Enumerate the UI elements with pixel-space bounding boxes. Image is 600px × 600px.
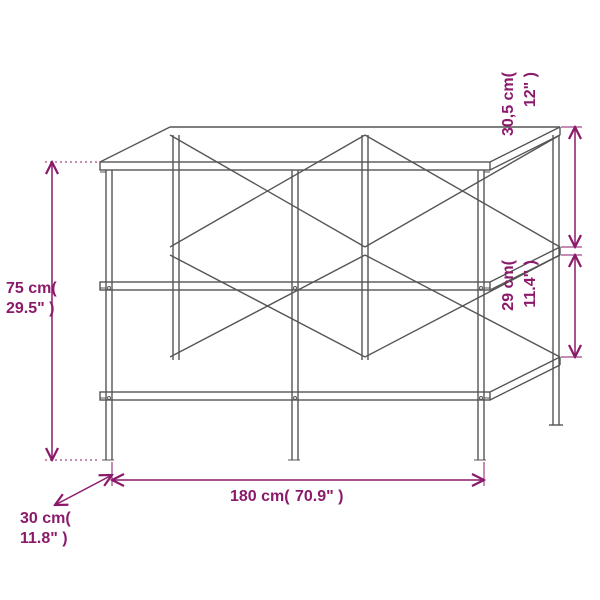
shelf-drawing <box>100 127 563 460</box>
topgap-label-in: 12" ) <box>522 72 540 107</box>
height-label-cm: 75 cm( <box>6 280 57 298</box>
depth-label-cm: 30 cm( <box>20 510 71 528</box>
diagram-container: 75 cm( 29.5" ) 30 cm( 11.8" ) 180 cm( 70… <box>0 0 600 600</box>
midgap-label-cm: 29 cm( <box>500 260 518 311</box>
depth-label-in: 11.8" ) <box>20 530 68 548</box>
width-label-in: 70.9" ) <box>295 488 344 506</box>
dimension-lines <box>45 127 582 505</box>
midgap-label-in: 11.4" ) <box>522 260 540 308</box>
width-label-cm: 180 cm( <box>230 488 290 506</box>
topgap-label-cm: 30,5 cm( <box>500 72 518 136</box>
height-label-in: 29.5" ) <box>6 300 55 318</box>
